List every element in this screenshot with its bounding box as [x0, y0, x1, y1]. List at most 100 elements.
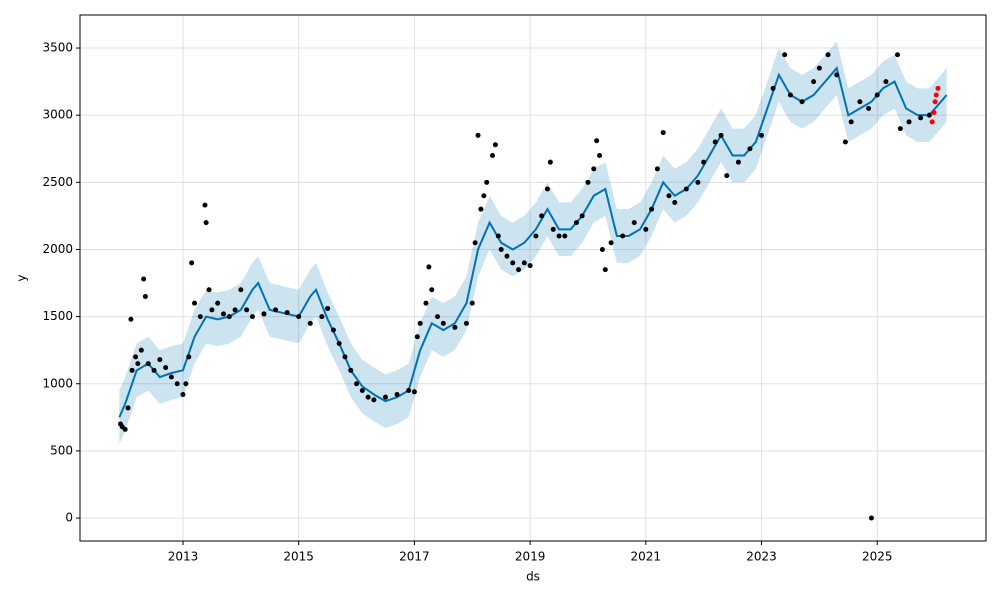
data-point [562, 233, 568, 239]
y-tick-label: 3500 [42, 41, 73, 55]
data-point [782, 52, 788, 58]
data-point [683, 186, 689, 192]
data-point [931, 109, 937, 115]
data-point [330, 327, 336, 333]
data-point [666, 193, 672, 199]
data-point [539, 213, 545, 219]
data-point [811, 79, 817, 85]
data-point [125, 405, 131, 411]
data-point [848, 119, 854, 125]
data-point [533, 233, 539, 239]
data-point [842, 139, 848, 145]
data-point [492, 142, 498, 148]
data-point [472, 240, 478, 246]
data-point [174, 381, 180, 387]
data-point [122, 426, 128, 432]
data-point [701, 159, 707, 165]
data-point [359, 387, 365, 393]
data-point [933, 92, 939, 98]
data-point [906, 119, 912, 125]
data-point [183, 381, 189, 387]
x-tick-label: 2019 [515, 550, 546, 564]
data-point [883, 79, 889, 85]
uncertainty-band [119, 41, 947, 445]
data-point [296, 314, 302, 320]
data-point [249, 314, 255, 320]
data-point [192, 300, 198, 306]
data-point [145, 361, 151, 367]
data-point [394, 391, 400, 397]
data-point [435, 314, 441, 320]
data-point [631, 220, 637, 226]
grid [80, 15, 986, 541]
data-point [599, 246, 605, 252]
data-point [556, 233, 562, 239]
data-point [133, 354, 139, 360]
data-point [371, 397, 377, 403]
y-tick-label: 0 [65, 511, 73, 525]
y-tick-label: 1000 [42, 376, 73, 390]
data-point [868, 515, 874, 521]
data-point [481, 193, 487, 199]
data-point [186, 354, 192, 360]
data-point [649, 206, 655, 212]
data-point [163, 365, 169, 371]
data-point [579, 213, 585, 219]
data-point [202, 202, 208, 208]
x-tick-label: 2015 [283, 550, 314, 564]
data-point [585, 179, 591, 185]
data-point [429, 287, 435, 293]
data-point [935, 85, 941, 91]
data-point [816, 65, 822, 71]
data-point [660, 130, 666, 136]
x-tick-label: 2021 [631, 550, 662, 564]
data-point [220, 311, 226, 317]
data-point [695, 179, 701, 185]
x-tick-label: 2023 [746, 550, 777, 564]
data-point [128, 316, 134, 322]
y-tick-label: 500 [50, 443, 73, 457]
data-point [138, 347, 144, 353]
data-point [759, 132, 765, 138]
data-point [273, 307, 279, 313]
data-point [857, 99, 863, 105]
data-point [151, 367, 157, 373]
data-point [516, 267, 522, 273]
data-point [521, 260, 527, 266]
data-point [747, 146, 753, 152]
data-point [142, 293, 148, 299]
data-point [735, 159, 741, 165]
y-tick-label: 2000 [42, 242, 73, 256]
data-point [463, 320, 469, 326]
y-tick-label: 1500 [42, 309, 73, 323]
data-point [547, 159, 553, 165]
data-point [478, 206, 484, 212]
data-point [354, 381, 360, 387]
data-point [926, 112, 932, 118]
data-point [180, 391, 186, 397]
data-point [550, 226, 556, 232]
data-point [325, 306, 331, 312]
data-point [894, 52, 900, 58]
data-point [527, 263, 533, 269]
data-point [284, 310, 290, 316]
data-point [874, 92, 880, 98]
data-point [834, 72, 840, 78]
x-tick-label: 2013 [168, 550, 199, 564]
data-point [495, 233, 501, 239]
data-point [787, 92, 793, 98]
y-tick-label: 3000 [42, 108, 73, 122]
data-point [504, 253, 510, 259]
data-point [406, 387, 412, 393]
data-point [932, 99, 938, 105]
data-point [135, 361, 141, 367]
data-point [426, 264, 432, 270]
data-point [423, 300, 429, 306]
data-point [365, 394, 371, 400]
data-point [712, 139, 718, 145]
data-point [206, 287, 212, 293]
data-point [825, 52, 831, 58]
data-point [209, 307, 215, 313]
data-point [342, 354, 348, 360]
data-point [770, 85, 776, 91]
